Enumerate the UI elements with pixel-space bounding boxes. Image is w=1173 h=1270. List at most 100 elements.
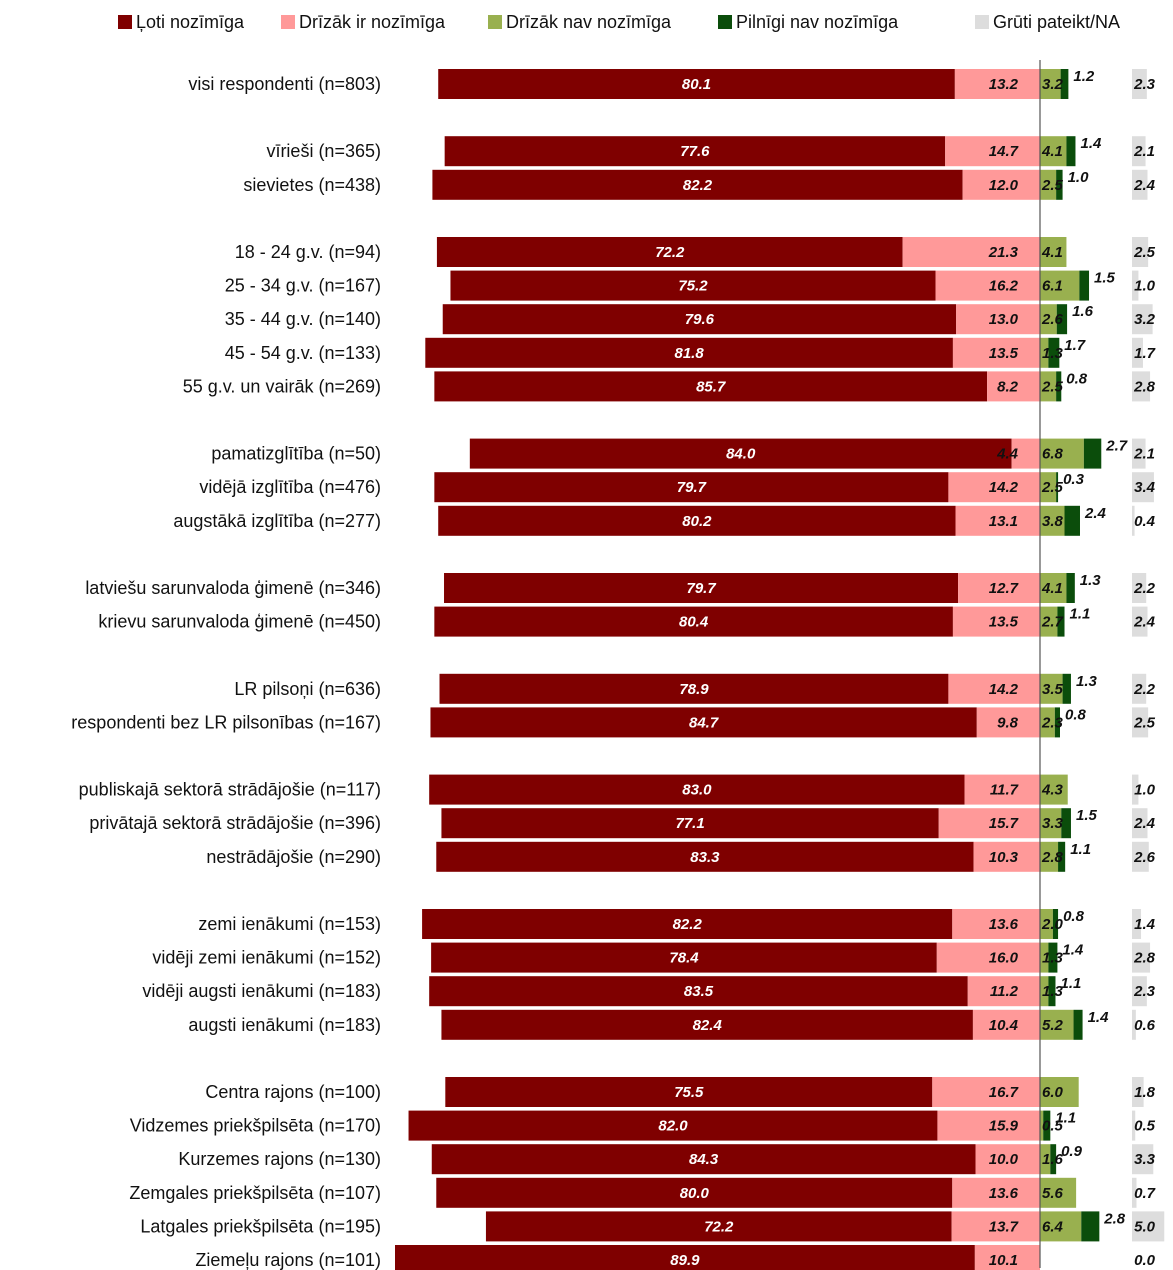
bar-segment xyxy=(1132,1009,1136,1040)
value-label: 3.5 xyxy=(1042,681,1064,698)
bar-segment xyxy=(962,169,1040,200)
bar-segment xyxy=(987,371,1040,402)
value-label: 80.0 xyxy=(680,1185,710,1202)
legend-swatch xyxy=(281,15,295,29)
bar-segment xyxy=(1048,337,1060,368)
value-label: 16.2 xyxy=(989,278,1019,295)
bar-segment xyxy=(1040,1177,1077,1208)
value-label: 0.8 xyxy=(1063,908,1085,925)
category-label: visi respondenti (n=803) xyxy=(188,74,381,94)
category-label: vīrieši (n=365) xyxy=(266,141,381,161)
bar-segment xyxy=(954,69,1040,99)
legend-label: Drīzāk ir nozīmīga xyxy=(299,12,446,32)
bar-segment xyxy=(948,673,1040,704)
bar-segment xyxy=(408,1110,938,1141)
value-label: 1.1 xyxy=(1070,841,1091,858)
value-label: 3.3 xyxy=(1134,1151,1156,1168)
value-label: 11.2 xyxy=(990,983,1019,1000)
value-label: 83.0 xyxy=(682,782,712,799)
bar-segment xyxy=(945,136,1040,167)
bar-segment xyxy=(964,774,1040,805)
bar-segment xyxy=(1040,707,1055,738)
value-label: 5.2 xyxy=(1042,1017,1064,1034)
category-label: respondenti bez LR pilsonības (n=167) xyxy=(71,712,381,732)
value-label: 5.6 xyxy=(1042,1185,1064,1202)
value-label: 2.4 xyxy=(1133,815,1156,832)
value-label: 15.7 xyxy=(989,815,1019,832)
value-label: 2.7 xyxy=(1041,614,1064,631)
category-label: vidēji augsti ienākumi (n=183) xyxy=(142,981,381,1001)
bar-segment xyxy=(1060,69,1069,99)
bar-segment xyxy=(436,1177,953,1208)
category-label: LR pilsoņi (n=636) xyxy=(234,679,381,699)
value-label: 85.7 xyxy=(696,378,726,395)
bar-segment xyxy=(395,1245,975,1270)
bar-segment xyxy=(436,841,974,872)
category-label: sievietes (n=438) xyxy=(243,175,381,195)
value-label: 1.1 xyxy=(1055,1110,1076,1127)
value-label: 0.5 xyxy=(1042,1118,1064,1135)
value-label: 10.1 xyxy=(989,1252,1018,1269)
bar-segment xyxy=(1040,1009,1074,1040)
bar-segment xyxy=(1040,270,1080,301)
category-label: krievu sarunvaloda ģimenē (n=450) xyxy=(98,612,381,632)
value-label: 1.3 xyxy=(1042,983,1064,1000)
bar-segment xyxy=(1132,438,1146,469)
category-label: 45 - 54 g.v. (n=133) xyxy=(225,343,381,363)
bar-segment xyxy=(444,573,959,603)
bar-segment xyxy=(976,707,1040,738)
bar-segment xyxy=(438,505,956,536)
value-label: 3.3 xyxy=(1042,815,1064,832)
category-label: Latgales priekšpilsēta (n=195) xyxy=(140,1216,381,1236)
bar-segment xyxy=(1040,909,1053,939)
bar-segment xyxy=(1040,573,1067,603)
bar-segment xyxy=(902,237,1041,267)
value-label: 12.0 xyxy=(989,177,1019,194)
value-label: 82.2 xyxy=(683,177,713,194)
category-label: Kurzemes rajons (n=130) xyxy=(178,1149,381,1169)
bar-segment xyxy=(1050,1144,1057,1175)
category-label: 18 - 24 g.v. (n=94) xyxy=(235,242,381,262)
value-label: 0.7 xyxy=(1134,1185,1156,1202)
bar-segment xyxy=(1132,976,1147,1007)
bar-segment xyxy=(438,69,955,99)
value-label: 89.9 xyxy=(670,1252,700,1269)
bar-segment xyxy=(956,304,1040,335)
bar-segment xyxy=(1040,371,1057,402)
value-label: 72.2 xyxy=(704,1218,734,1235)
value-label: 75.5 xyxy=(674,1084,704,1101)
value-label: 0.3 xyxy=(1063,471,1085,488)
bar-segment xyxy=(952,1177,1040,1208)
value-label: 1.0 xyxy=(1134,278,1156,295)
value-label: 2.3 xyxy=(1041,714,1064,731)
category-labels: visi respondenti (n=803) vīrieši (n=365) s… xyxy=(71,74,381,1270)
bar-segment xyxy=(434,606,953,637)
value-label: 6.1 xyxy=(1042,278,1063,295)
bar-segment xyxy=(1132,337,1143,368)
category-label: vidēji zemi ienākumi (n=152) xyxy=(152,948,381,968)
value-label: 79.6 xyxy=(685,311,715,328)
bar-segment xyxy=(935,270,1040,301)
value-label: 1.5 xyxy=(1076,807,1098,824)
bar-segment xyxy=(1132,808,1148,839)
bar-segment xyxy=(1040,606,1058,637)
value-label: 1.6 xyxy=(1072,303,1094,320)
value-label: 82.0 xyxy=(658,1118,688,1135)
value-label: 80.2 xyxy=(682,513,712,530)
category-label: Vidzemes priekšpilsēta (n=170) xyxy=(130,1116,381,1136)
value-label: 1.5 xyxy=(1094,270,1116,287)
bar-segment xyxy=(1040,1211,1082,1242)
value-label: 2.4 xyxy=(1133,614,1156,631)
value-label: 1.1 xyxy=(1070,606,1091,623)
bar-segment xyxy=(1040,808,1062,839)
value-label: 14.2 xyxy=(989,681,1019,698)
value-label: 2.4 xyxy=(1133,177,1156,194)
bar-segment xyxy=(1066,573,1075,603)
bar-segment xyxy=(1054,707,1060,738)
value-label: 80.1 xyxy=(682,76,711,93)
bar-segment xyxy=(434,472,949,503)
value-label: 1.4 xyxy=(1081,135,1103,152)
value-label: 3.4 xyxy=(1134,479,1156,496)
bar-segment xyxy=(1061,808,1071,839)
value-label: 2.8 xyxy=(1041,849,1064,866)
